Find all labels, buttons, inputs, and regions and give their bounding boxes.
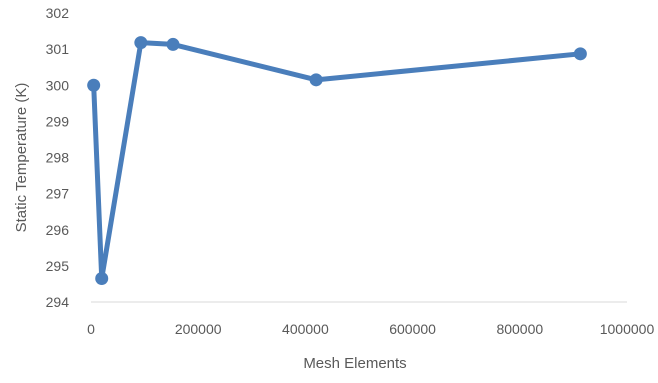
y-tick-label: 301 xyxy=(46,41,70,57)
data-point xyxy=(87,78,101,92)
x-tick-labels: 0 200000 400000 600000 800000 1000000 xyxy=(87,321,654,337)
x-axis-title: Mesh Elements xyxy=(303,355,406,372)
x-tick-label: 400000 xyxy=(282,321,329,337)
series-line xyxy=(91,40,583,282)
y-tick-label: 295 xyxy=(46,258,70,274)
x-tick-label: 200000 xyxy=(175,321,222,337)
y-tick-label: 296 xyxy=(46,222,70,238)
x-tick-label: 800000 xyxy=(496,321,543,337)
y-tick-label: 294 xyxy=(46,294,70,310)
x-tick-label: 1000000 xyxy=(600,321,655,337)
data-point xyxy=(166,37,180,51)
y-tick-label: 302 xyxy=(46,5,70,21)
y-axis-title: Static Temperature (K) xyxy=(13,83,30,233)
data-point xyxy=(134,36,148,50)
data-point xyxy=(573,47,587,61)
x-tick-label: 600000 xyxy=(389,321,436,337)
y-tick-label: 297 xyxy=(46,186,70,202)
y-tick-labels: 294 295 296 297 298 299 300 301 302 xyxy=(46,5,70,310)
data-point xyxy=(95,272,109,286)
series-layer xyxy=(87,36,587,286)
y-tick-label: 298 xyxy=(46,150,70,166)
x-tick-label: 0 xyxy=(87,321,95,337)
y-tick-label: 300 xyxy=(46,77,70,93)
y-tick-label: 299 xyxy=(46,113,70,129)
data-point xyxy=(309,73,323,87)
